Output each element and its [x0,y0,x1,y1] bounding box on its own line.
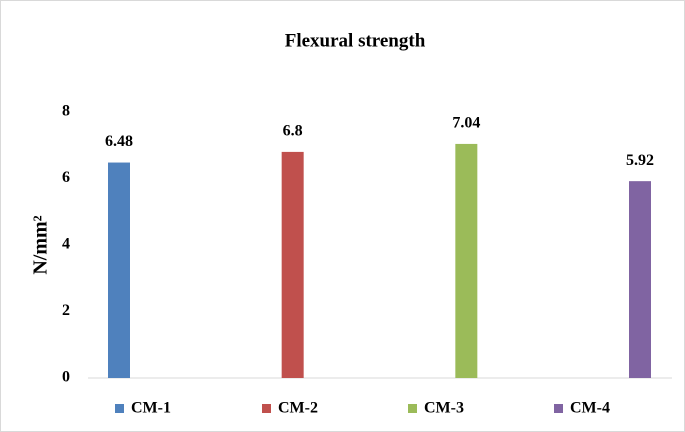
data-label: 7.04 [452,115,480,132]
bar [455,143,478,378]
bar [281,151,304,378]
y-tick-label: 2 [62,302,70,319]
bar [629,181,651,378]
bar [108,162,130,378]
legend-label: CM-2 [278,400,318,417]
data-label: 6.8 [283,123,303,140]
data-label: 5.92 [626,152,654,169]
y-tick-label: 0 [62,369,70,386]
legend-swatch [554,404,563,413]
legend-swatch [408,404,417,413]
data-label: 6.48 [105,133,133,150]
legend-swatch [115,404,124,413]
legend-label: CM-3 [424,400,464,417]
legend-label: CM-4 [570,400,610,417]
legend-swatch [262,404,271,413]
legend-label: CM-1 [131,400,171,417]
y-tick-label: 8 [62,103,70,120]
y-tick-label: 6 [62,169,70,186]
y-tick-label: 4 [62,236,70,253]
chart-title: Flexural strength [285,30,426,51]
y-axis-label: N/mm² [30,215,52,274]
